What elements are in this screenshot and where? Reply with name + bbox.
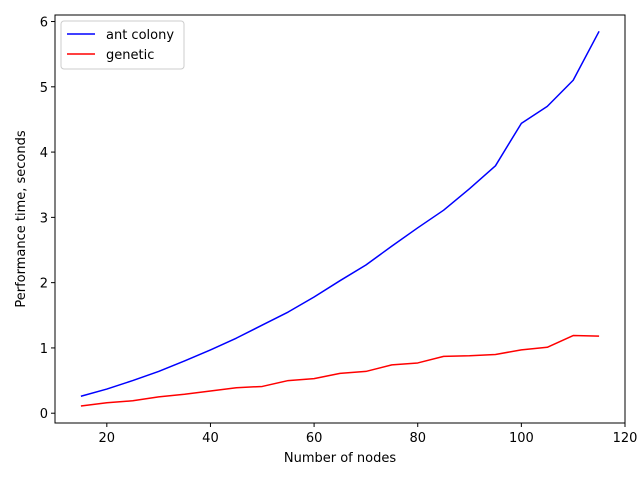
x-axis: 20 40 60 80 100 120 <box>99 423 638 446</box>
y-axis: 0 1 2 3 4 5 6 <box>40 16 55 422</box>
series-layer <box>80 30 600 407</box>
plot-background <box>55 15 625 423</box>
plot-frame <box>54 14 626 424</box>
x-tick-label: 100 <box>509 431 534 446</box>
x-tick-label: 120 <box>613 431 638 446</box>
y-tick-label: 3 <box>40 211 48 226</box>
legend-box <box>60 20 185 70</box>
legend-label-genetic: genetic <box>106 48 154 63</box>
x-tick-label: 20 <box>99 431 116 446</box>
y-tick-label: 4 <box>40 146 48 161</box>
x-tick-label: 40 <box>202 431 219 446</box>
legend-label-ant-colony: ant colony <box>106 28 174 43</box>
x-axis-label: Number of nodes <box>284 451 396 466</box>
y-tick-label: 6 <box>40 16 48 31</box>
y-axis-label: Performance time, seconds <box>14 130 29 308</box>
series-line-ant-colony <box>80 30 600 397</box>
y-tick-label: 5 <box>40 81 48 96</box>
x-tick-label: 60 <box>306 431 323 446</box>
series-line-genetic <box>80 334 600 407</box>
x-tick-label: 80 <box>409 431 426 446</box>
legend: ant colony genetic <box>60 20 185 70</box>
y-tick-label: 2 <box>40 277 48 292</box>
y-tick-label: 0 <box>40 407 48 422</box>
y-tick-label: 1 <box>40 342 48 357</box>
